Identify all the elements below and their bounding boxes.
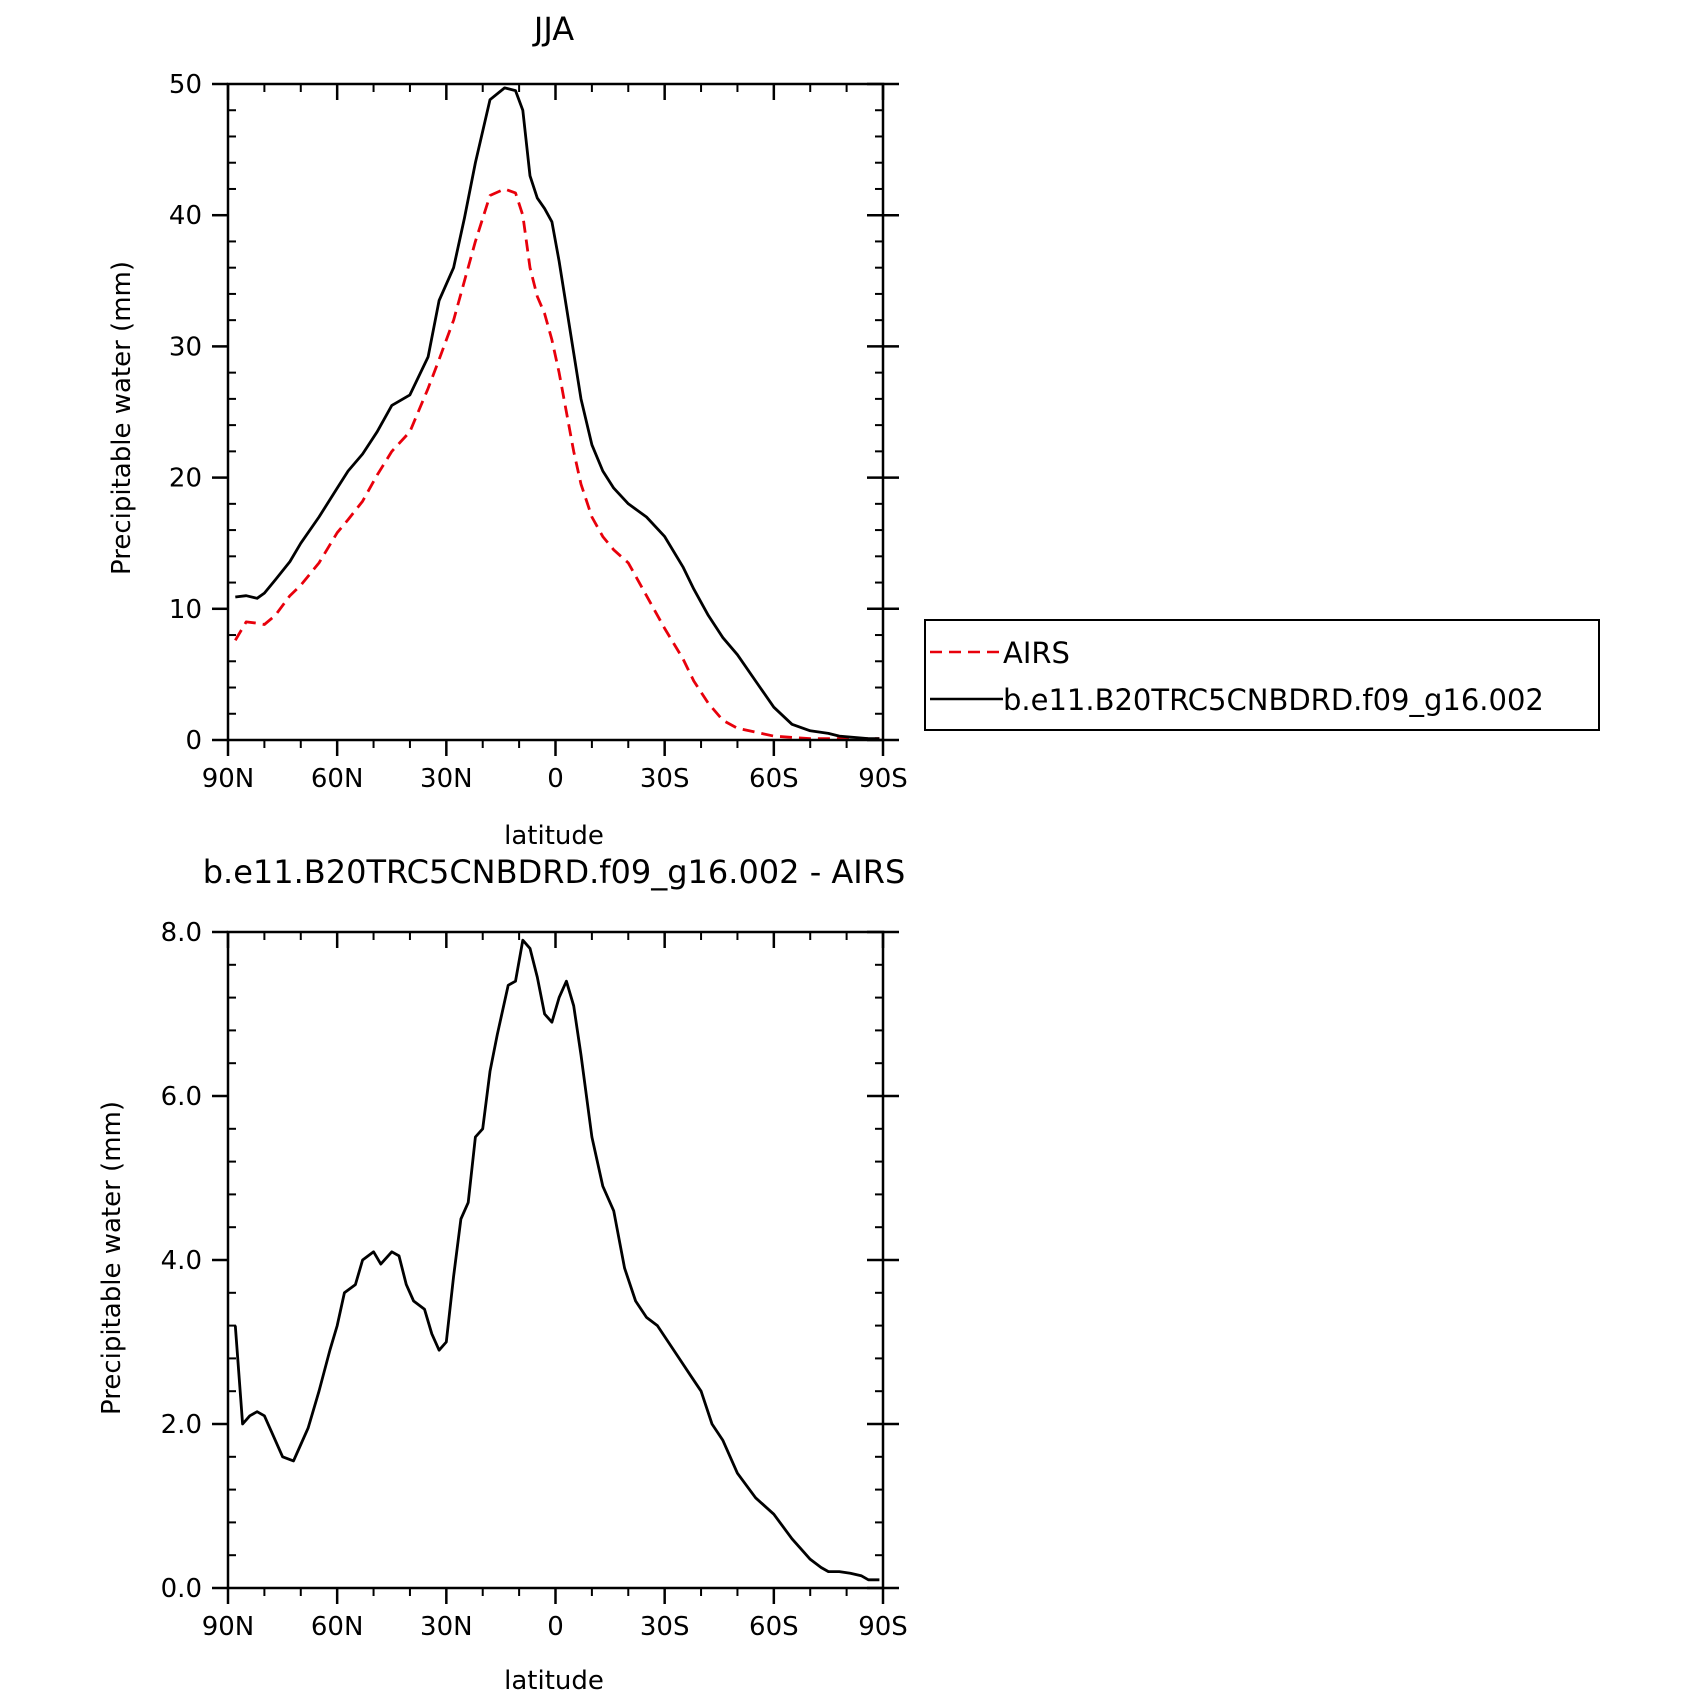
bottom-series	[233, 938, 880, 1582]
top-panel: JJA Precipitable water (mm) latitude 90N…	[107, 10, 908, 851]
bottom-panel: b.e11.B20TRC5CNBDRD.f09_g16.002 - AIRS P…	[97, 853, 908, 1696]
top-y-tick-label: 50	[169, 70, 202, 100]
top-plot-title: JJA	[532, 10, 574, 48]
top-y-tick-label: 40	[169, 201, 202, 231]
top-y-axis-title: Precipitable water (mm)	[107, 261, 137, 575]
bottom-y-tick-label: 6.0	[161, 1082, 202, 1112]
legend-label-airs: AIRS	[1003, 636, 1070, 670]
top-series-line-model	[235, 86, 880, 741]
top-x-tick-label: 30S	[640, 764, 690, 794]
bottom-plot-title: b.e11.B20TRC5CNBDRD.f09_g16.002 - AIRS	[203, 853, 906, 891]
top-x-tick-label: 0	[547, 764, 564, 794]
top-x-tick-label: 60N	[311, 764, 364, 794]
top-y-ticks: 0 10 20 30 40 50	[169, 70, 899, 756]
bottom-plot-frame	[226, 930, 885, 1590]
bottom-x-ticks: 90N 60N 30N 0 30S 60S 90S	[202, 932, 908, 1642]
legend-label-model: b.e11.B20TRC5CNBDRD.f09_g16.002	[1003, 683, 1544, 717]
bottom-x-tick-label: 0	[547, 1612, 564, 1642]
top-series	[234, 86, 880, 741]
top-x-tick-label: 30N	[420, 764, 473, 794]
bottom-x-tick-label: 60N	[311, 1612, 364, 1642]
bottom-y-tick-label: 8.0	[161, 918, 202, 948]
bottom-y-axis-title: Precipitable water (mm)	[97, 1101, 127, 1415]
top-y-tick-label: 20	[169, 464, 202, 494]
top-y-tick-label: 10	[169, 595, 202, 625]
top-y-tick-label: 0	[185, 726, 202, 756]
bottom-x-tick-label: 90N	[202, 1612, 255, 1642]
bottom-series-line-difference	[233, 938, 880, 1582]
top-x-ticks: 90N 60N 30N 0 30S 60S 90S	[202, 84, 908, 794]
bottom-x-axis-title: latitude	[504, 1666, 604, 1696]
bottom-y-tick-label: 4.0	[161, 1246, 202, 1276]
top-series-line-airs	[234, 187, 880, 741]
bottom-x-tick-label: 90S	[858, 1612, 908, 1642]
top-x-tick-label: 60S	[749, 764, 799, 794]
top-y-tick-label: 30	[169, 332, 202, 362]
bottom-x-tick-label: 60S	[749, 1612, 799, 1642]
bottom-y-tick-label: 0.0	[161, 1574, 202, 1604]
legend-frame	[924, 619, 1600, 731]
top-x-axis-title: latitude	[504, 821, 604, 851]
legend: AIRS b.e11.B20TRC5CNBDRD.f09_g16.002	[924, 619, 1600, 731]
bottom-x-tick-label: 30N	[420, 1612, 473, 1642]
top-x-tick-label: 90N	[202, 764, 255, 794]
bottom-y-tick-label: 2.0	[161, 1410, 202, 1440]
bottom-x-tick-label: 30S	[640, 1612, 690, 1642]
top-x-tick-label: 90S	[858, 764, 908, 794]
top-plot-frame	[226, 82, 885, 742]
bottom-y-ticks: 0.0 2.0 4.0 6.0 8.0	[161, 918, 899, 1604]
